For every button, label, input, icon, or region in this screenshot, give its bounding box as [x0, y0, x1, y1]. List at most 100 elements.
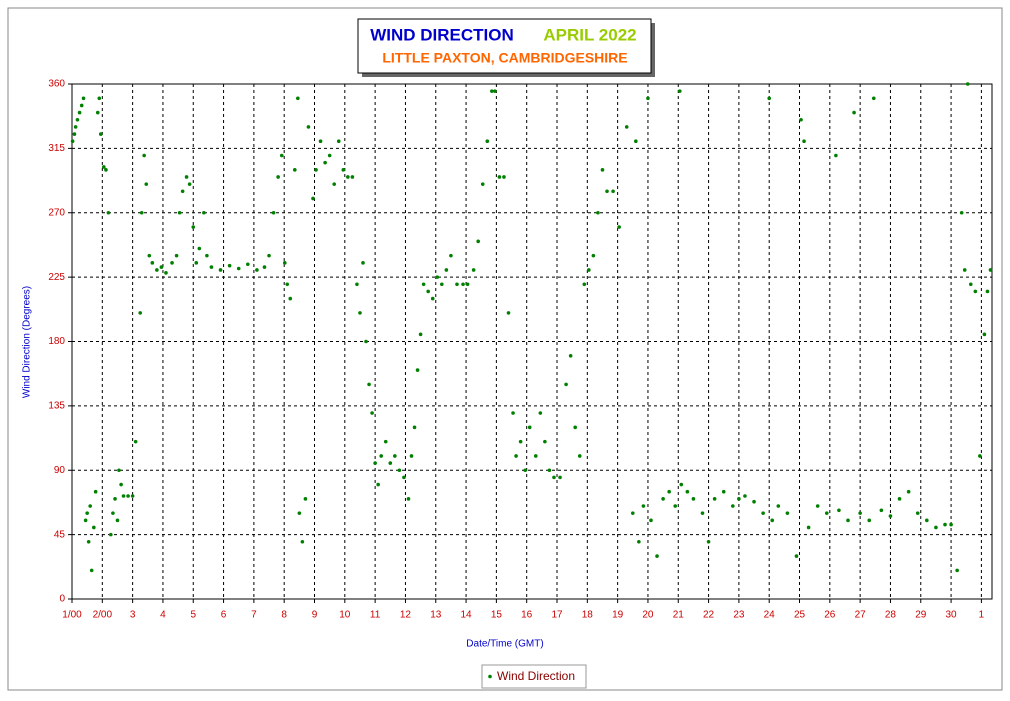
data-point [700, 511, 705, 515]
data-point [568, 354, 573, 358]
data-point [973, 289, 978, 294]
data-point [70, 139, 75, 144]
data-point [767, 96, 771, 101]
data-point [197, 246, 202, 251]
data-point [159, 265, 164, 269]
data-point [852, 110, 856, 115]
data-point [133, 439, 138, 444]
data-point [318, 139, 323, 144]
x-tick-label: 19 [612, 610, 624, 621]
data-point [88, 504, 92, 508]
data-point [379, 454, 383, 458]
data-point [205, 253, 209, 258]
data-point [834, 153, 838, 158]
x-tick-label: 30 [946, 610, 958, 621]
data-point [144, 182, 149, 186]
data-point [184, 175, 189, 179]
data-point [288, 296, 293, 301]
data-point [611, 189, 615, 194]
data-point [126, 494, 130, 498]
y-tick-label: 180 [48, 336, 65, 347]
legend-label: Wind Direction [497, 669, 575, 683]
data-point [388, 461, 393, 465]
data-point [518, 439, 523, 444]
x-tick-label: 14 [461, 610, 473, 621]
data-point [547, 468, 552, 473]
data-point [649, 518, 653, 523]
x-tick-label: 11 [370, 610, 381, 621]
data-point [412, 425, 417, 430]
title-box [357, 18, 652, 74]
data-point [679, 482, 684, 487]
data-point [506, 311, 511, 315]
data-point [355, 282, 359, 287]
data-point [965, 82, 970, 86]
data-point [311, 196, 315, 201]
data-point [480, 182, 485, 186]
data-point [95, 110, 100, 115]
frame [7, 7, 1003, 691]
y-tick-label: 90 [54, 465, 66, 476]
y-axis-label: Wind Direction (Degrees) [22, 286, 33, 398]
data-point [794, 554, 799, 558]
data-point [706, 539, 711, 544]
legend-marker [488, 674, 492, 679]
data-point [558, 475, 562, 480]
data-point [959, 210, 964, 215]
data-point [761, 511, 765, 515]
data-point [106, 210, 111, 215]
data-point [113, 497, 117, 501]
chart-date: APRIL 2022 [543, 25, 636, 44]
data-point [871, 96, 876, 101]
data-point [538, 411, 543, 415]
data-point [955, 568, 959, 573]
data-point [202, 210, 206, 215]
x-axis-label: Date/Time (GMT) [466, 639, 543, 650]
data-point [350, 175, 355, 179]
data-point [770, 518, 775, 523]
data-point [879, 508, 884, 513]
data-point [246, 262, 250, 267]
data-point [743, 494, 747, 498]
y-tick-label: 225 [48, 272, 65, 283]
data-point [988, 268, 993, 272]
data-point [187, 182, 192, 186]
data-point [815, 504, 820, 508]
data-point [573, 425, 577, 430]
data-point [502, 175, 506, 179]
x-tick-label: 16 [521, 610, 533, 621]
x-tick-label: 5 [190, 610, 196, 621]
data-point [634, 139, 638, 144]
data-point [104, 168, 108, 172]
data-point [552, 475, 556, 480]
data-point [667, 489, 671, 494]
data-point [327, 153, 332, 158]
data-point [402, 475, 406, 480]
x-tick-label: 4 [160, 610, 166, 621]
data-point [721, 489, 726, 494]
data-point [440, 282, 444, 287]
data-point [655, 554, 659, 558]
data-point [406, 497, 411, 501]
data-point [393, 454, 397, 458]
data-point [303, 497, 308, 501]
data-point [73, 125, 78, 129]
data-point [858, 511, 862, 515]
data-point [383, 439, 388, 444]
data-point [527, 425, 532, 430]
data-point [591, 253, 596, 258]
x-tick-label: 10 [339, 610, 351, 621]
data-point [85, 511, 89, 515]
data-point [806, 525, 811, 530]
data-point [577, 454, 582, 458]
data-point [296, 96, 300, 101]
data-point [418, 332, 423, 337]
data-point [677, 89, 682, 93]
data-point [267, 253, 271, 258]
x-tick-label: 18 [582, 610, 594, 621]
data-point [511, 411, 515, 415]
data-point [846, 518, 850, 523]
data-point [925, 518, 929, 523]
data-point [582, 282, 587, 287]
data-point [218, 268, 223, 272]
